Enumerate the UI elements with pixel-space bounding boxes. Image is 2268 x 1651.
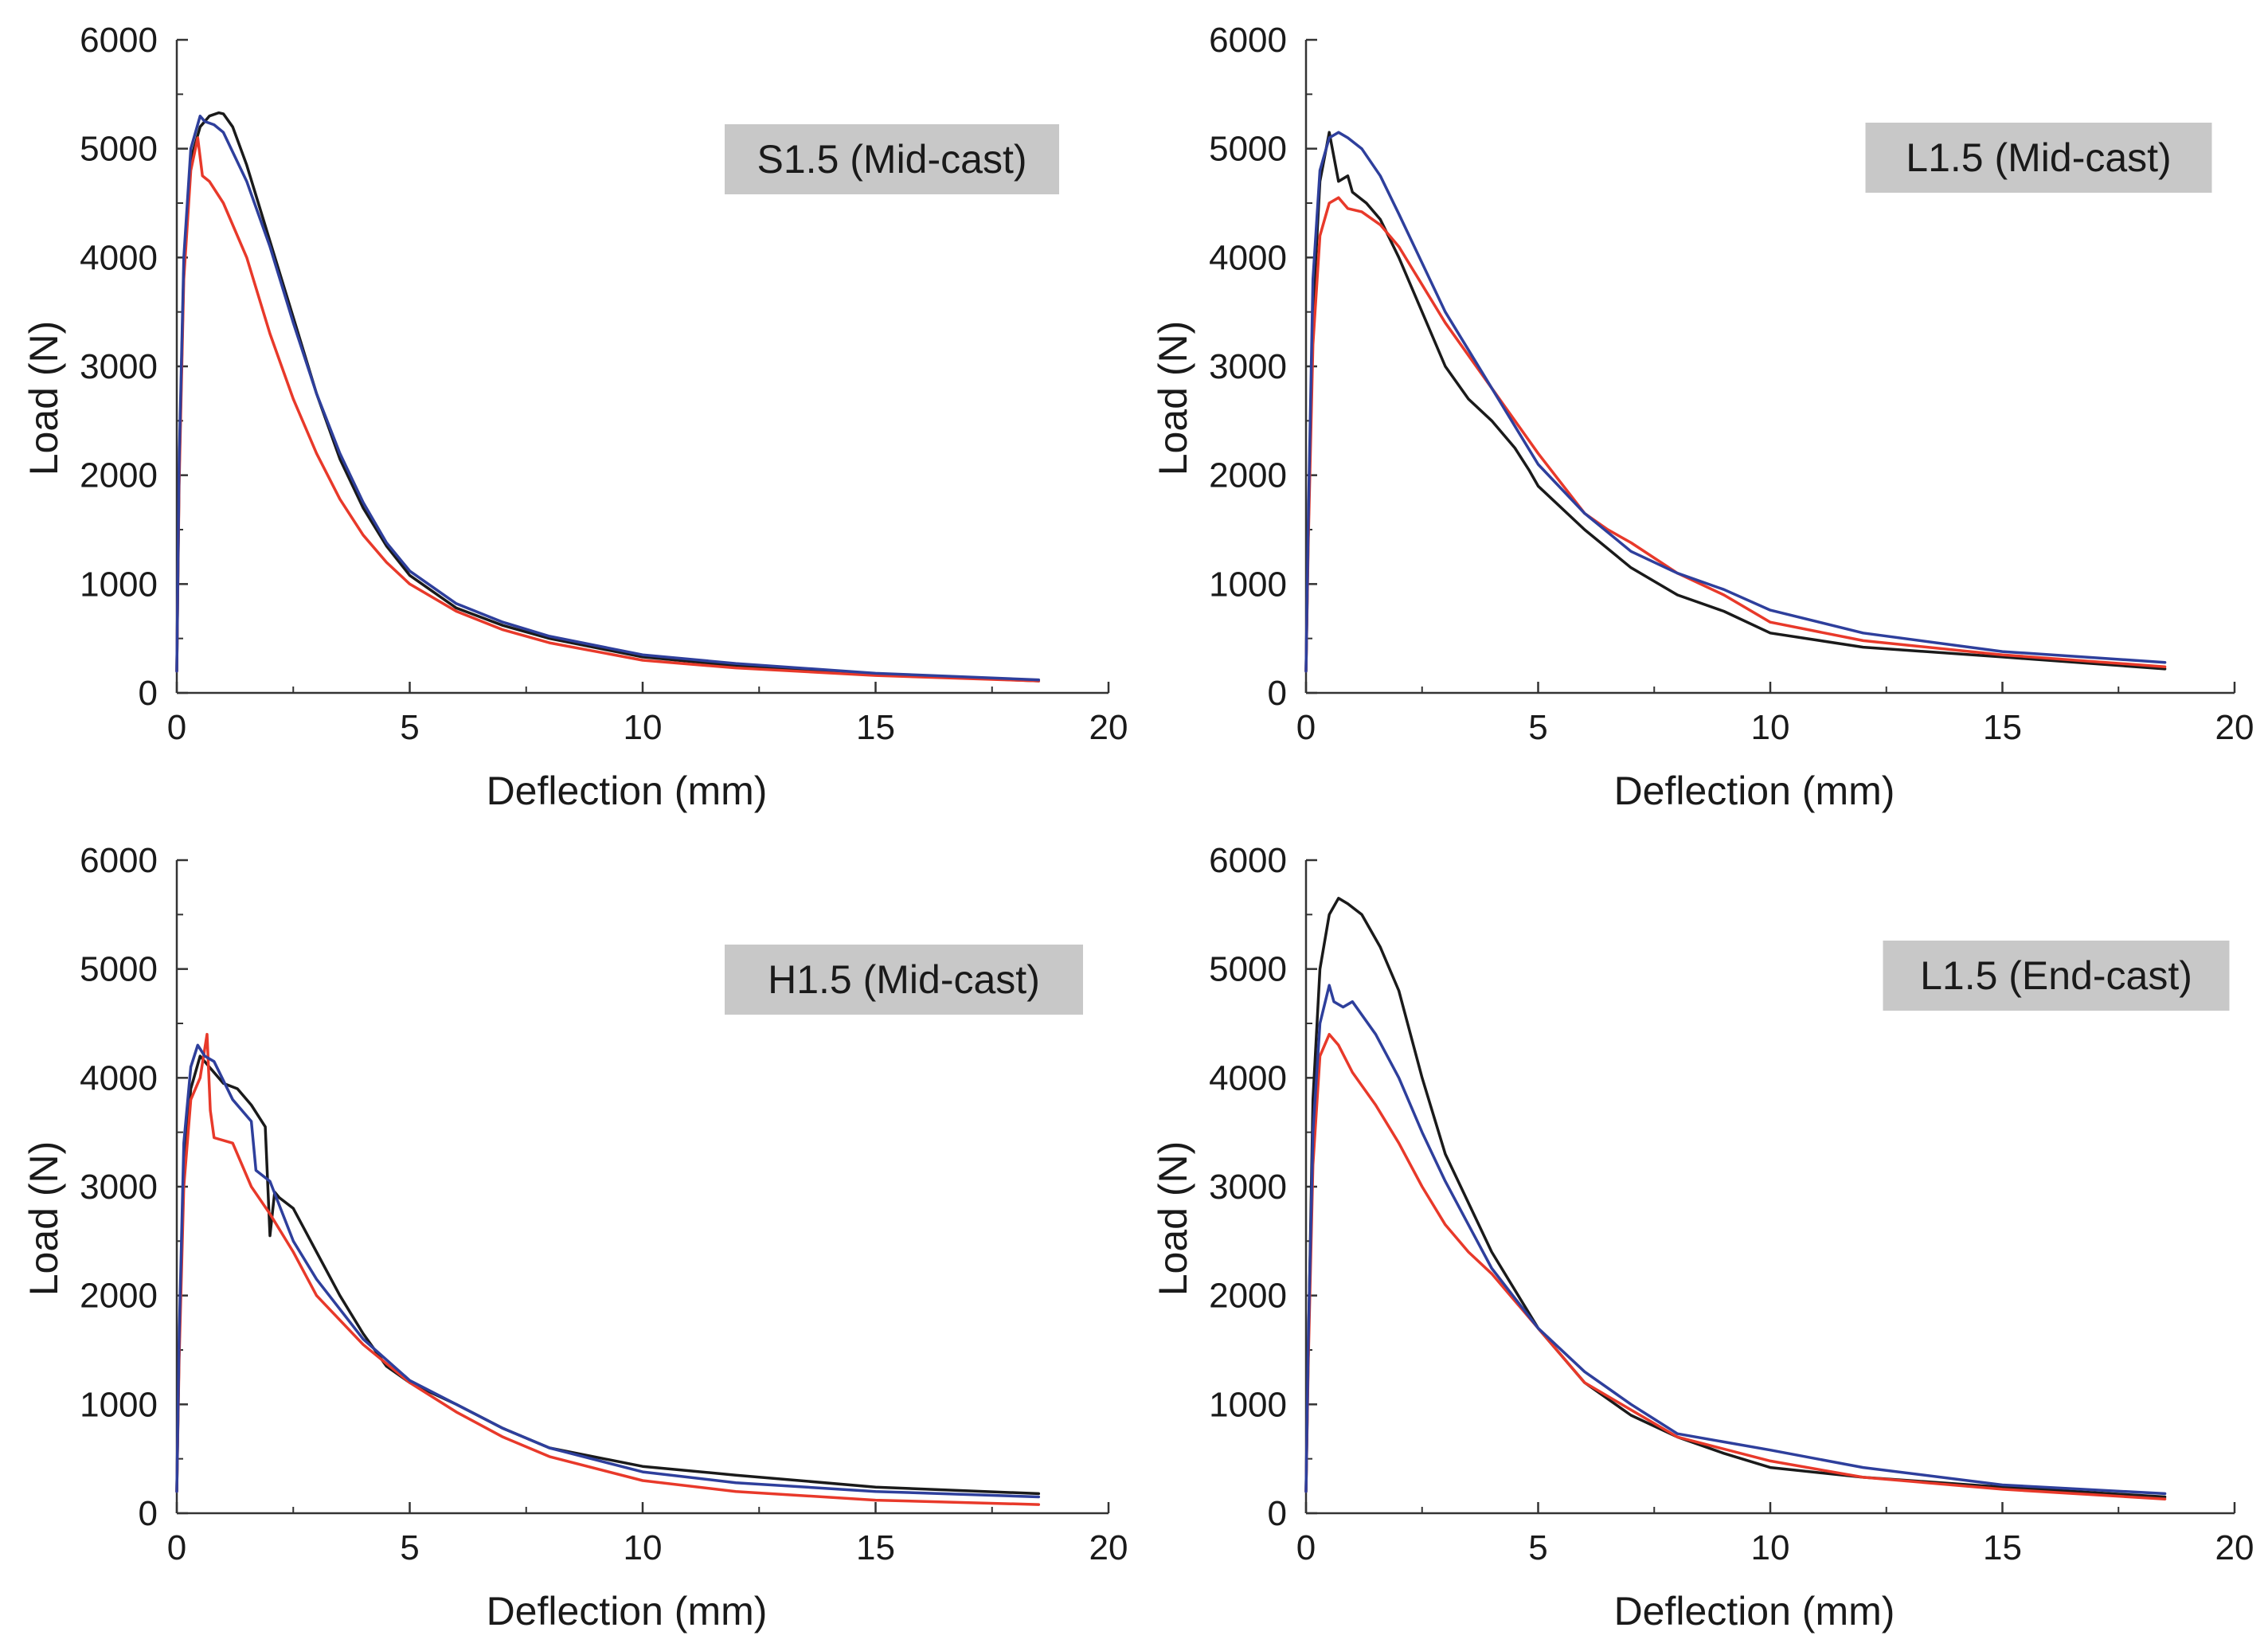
y-tick-label: 3000	[1209, 347, 1287, 386]
y-tick-label: 0	[139, 1494, 158, 1533]
y-tick-label: 0	[139, 674, 158, 713]
y-tick-label: 5000	[80, 130, 158, 169]
y-tick-label: 0	[1268, 674, 1287, 713]
series-line-blue	[1304, 984, 2167, 1496]
panel-label-box	[1883, 941, 2230, 1011]
y-tick-label: 1000	[80, 565, 158, 604]
series-line-red	[1304, 196, 2167, 673]
panel-label-box	[725, 945, 1083, 1015]
series-line-black	[1304, 131, 2167, 673]
x-tick-label: 10	[624, 1528, 663, 1567]
y-tick-label: 5000	[80, 950, 158, 989]
y-tick-label: 4000	[1209, 1058, 1287, 1097]
y-tick-label: 6000	[80, 841, 158, 880]
y-tick-label: 6000	[80, 21, 158, 60]
chart-panel-2: 0 5 10 15 20 0 1000 2000 3000 4000 5000 6000 Deflect…	[1151, 21, 2254, 813]
y-tick-label: 3000	[1209, 1168, 1287, 1207]
y-axis-title: Load (N)	[22, 321, 66, 476]
x-axis-title: Deflection (mm)	[1614, 769, 1895, 813]
x-tick-label: 0	[1296, 708, 1316, 747]
y-tick-label: 2000	[1209, 456, 1287, 495]
x-tick-label: 0	[1296, 1528, 1316, 1567]
panel-label-box	[725, 124, 1059, 194]
x-tick-label: 15	[856, 708, 895, 747]
series-line-blue	[175, 1043, 1041, 1499]
x-tick-label: 5	[1528, 1528, 1547, 1567]
x-tick-label: 5	[400, 708, 419, 747]
x-tick-label: 0	[167, 1528, 186, 1567]
series-line-red	[175, 1032, 1041, 1506]
series-line-red	[1304, 1032, 2167, 1500]
y-tick-label: 1000	[80, 1385, 158, 1424]
y-axis-title: Load (N)	[1151, 321, 1195, 476]
y-tick-label: 5000	[1209, 950, 1287, 989]
y-tick-label: 1000	[1209, 1385, 1287, 1424]
x-tick-label: 20	[2215, 708, 2254, 747]
y-tick-label: 4000	[1209, 238, 1287, 277]
y-tick-label: 3000	[80, 347, 158, 386]
y-tick-label: 3000	[80, 1168, 158, 1207]
series-line-blue	[1304, 131, 2167, 673]
x-tick-label: 20	[1089, 708, 1128, 747]
panel-label: S1.5 (Mid-cast)	[757, 137, 1027, 182]
x-tick-label: 10	[624, 708, 663, 747]
y-axis-title: Load (N)	[1151, 1141, 1195, 1297]
y-tick-label: 1000	[1209, 565, 1287, 604]
series-line-black	[1304, 897, 2167, 1499]
x-tick-label: 20	[1089, 1528, 1128, 1567]
series-line-red	[175, 136, 1041, 683]
panel-label: H1.5 (Mid-cast)	[768, 957, 1040, 1002]
panel-label: L1.5 (Mid-cast)	[1906, 135, 2171, 180]
series-line-blue	[175, 114, 1041, 682]
x-tick-label: 15	[1983, 1528, 2022, 1567]
y-tick-label: 4000	[80, 1058, 158, 1097]
x-tick-label: 20	[2215, 1528, 2254, 1567]
y-tick-label: 4000	[80, 238, 158, 277]
x-tick-label: 15	[856, 1528, 895, 1567]
chart-panel-3: 0 5 10 15 20 0 1000 2000 3000 4000 5000 6000 Deflect…	[22, 841, 1128, 1633]
y-tick-label: 2000	[80, 456, 158, 495]
x-axis-title: Deflection (mm)	[487, 1589, 768, 1633]
x-tick-label: 15	[1983, 708, 2022, 747]
y-tick-label: 0	[1268, 1494, 1287, 1533]
y-tick-label: 5000	[1209, 130, 1287, 169]
y-axis-title: Load (N)	[22, 1141, 66, 1297]
x-tick-label: 5	[1528, 708, 1547, 747]
y-tick-label: 2000	[1209, 1277, 1287, 1316]
x-tick-label: 0	[167, 708, 186, 747]
panel-label-box	[1865, 123, 2212, 193]
x-tick-label: 10	[1751, 708, 1790, 747]
x-tick-label: 10	[1751, 1528, 1790, 1567]
x-tick-label: 5	[400, 1528, 419, 1567]
x-axis-title: Deflection (mm)	[487, 769, 768, 813]
chart-panel-4: 0 5 10 15 20 0 1000 2000 3000 4000 5000 6000 Deflect…	[1151, 841, 2254, 1633]
y-tick-label: 2000	[80, 1277, 158, 1316]
y-tick-label: 6000	[1209, 21, 1287, 60]
panel-label: L1.5 (End-cast)	[1920, 953, 2192, 998]
y-tick-label: 6000	[1209, 841, 1287, 880]
chart-panel-1: 0 5 10 15 20 0 1000 2000 3000 4000 5000 6000 Deflect…	[22, 21, 1128, 813]
x-axis-title: Deflection (mm)	[1614, 1589, 1895, 1633]
